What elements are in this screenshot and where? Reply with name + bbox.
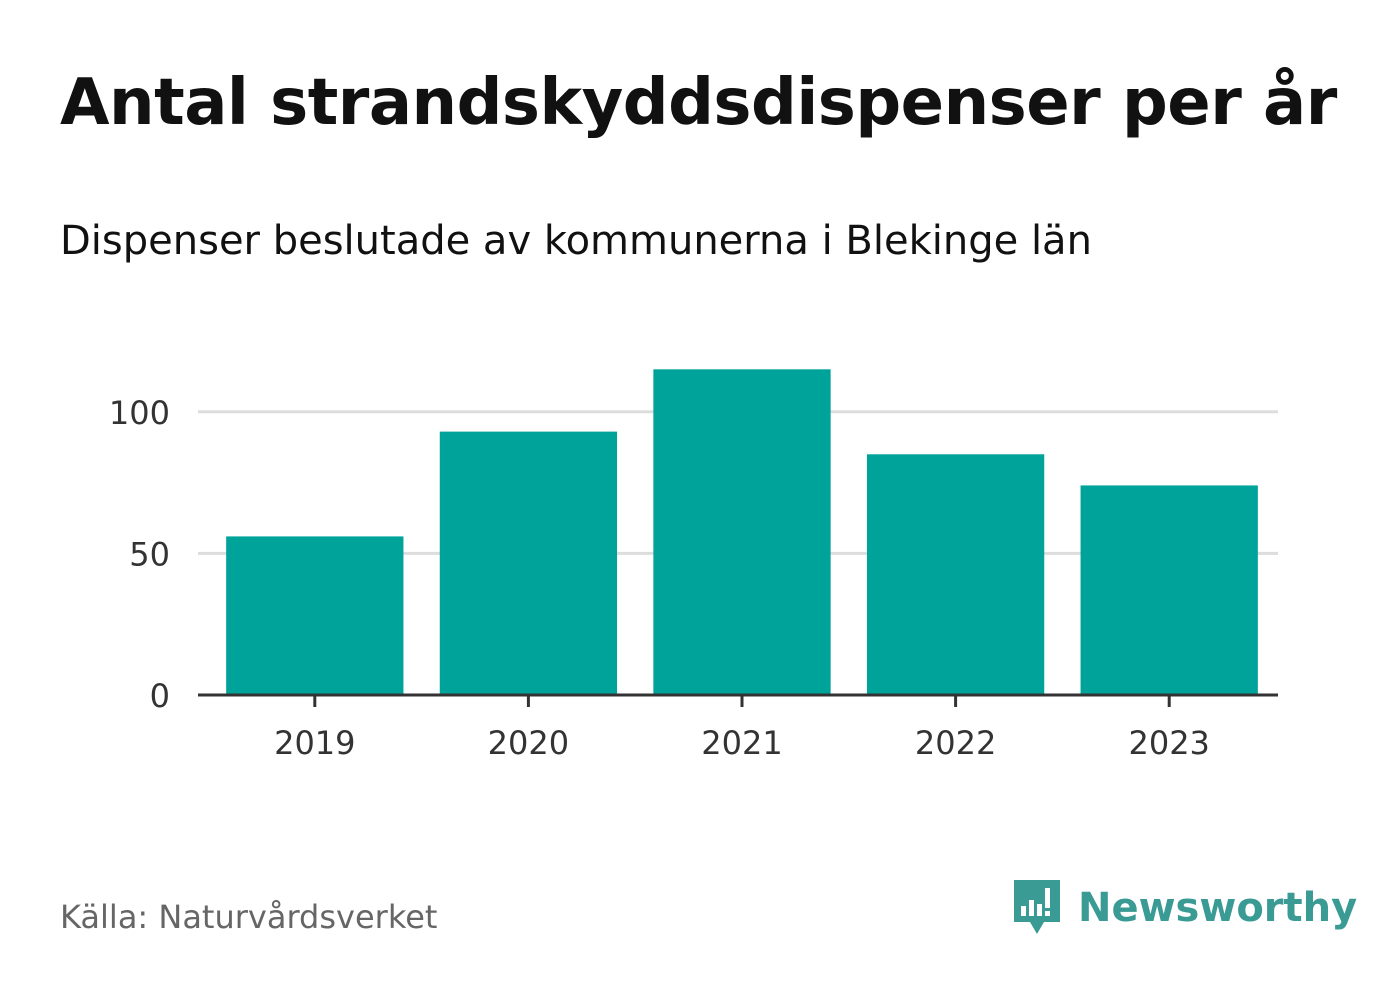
x-tick-label-2019: 2019 bbox=[274, 724, 355, 762]
source-note: Källa: Naturvårdsverket bbox=[60, 898, 438, 936]
bar-2023 bbox=[1080, 485, 1258, 695]
axes bbox=[198, 693, 1278, 707]
chart-title: Antal strandskyddsdispenser per år bbox=[60, 66, 1337, 140]
bar-2021 bbox=[653, 369, 831, 695]
x-tick-label-2020: 2020 bbox=[488, 724, 569, 762]
x-tick-label-2021: 2021 bbox=[701, 724, 782, 762]
bar-2022 bbox=[866, 454, 1045, 695]
bar-2019 bbox=[226, 536, 404, 695]
newsworthy-logo-icon bbox=[1014, 880, 1060, 934]
y-tick-label-0: 0 bbox=[150, 677, 170, 715]
bars bbox=[226, 369, 1258, 695]
x-tick-label-2022: 2022 bbox=[915, 724, 996, 762]
bar-2020 bbox=[439, 431, 618, 695]
y-tick-label-50: 50 bbox=[129, 535, 170, 573]
y-tick-label-100: 100 bbox=[109, 394, 170, 432]
x-tick-label-2023: 2023 bbox=[1128, 724, 1209, 762]
brand-logo: Newsworthy bbox=[1010, 876, 1357, 940]
brand-name: Newsworthy bbox=[1078, 885, 1358, 931]
chart-subtitle: Dispenser beslutade av kommunerna i Blek… bbox=[60, 218, 1092, 264]
tick-labels: 0 50 100 2019 2020 2021 2022 2023 bbox=[109, 394, 1210, 762]
